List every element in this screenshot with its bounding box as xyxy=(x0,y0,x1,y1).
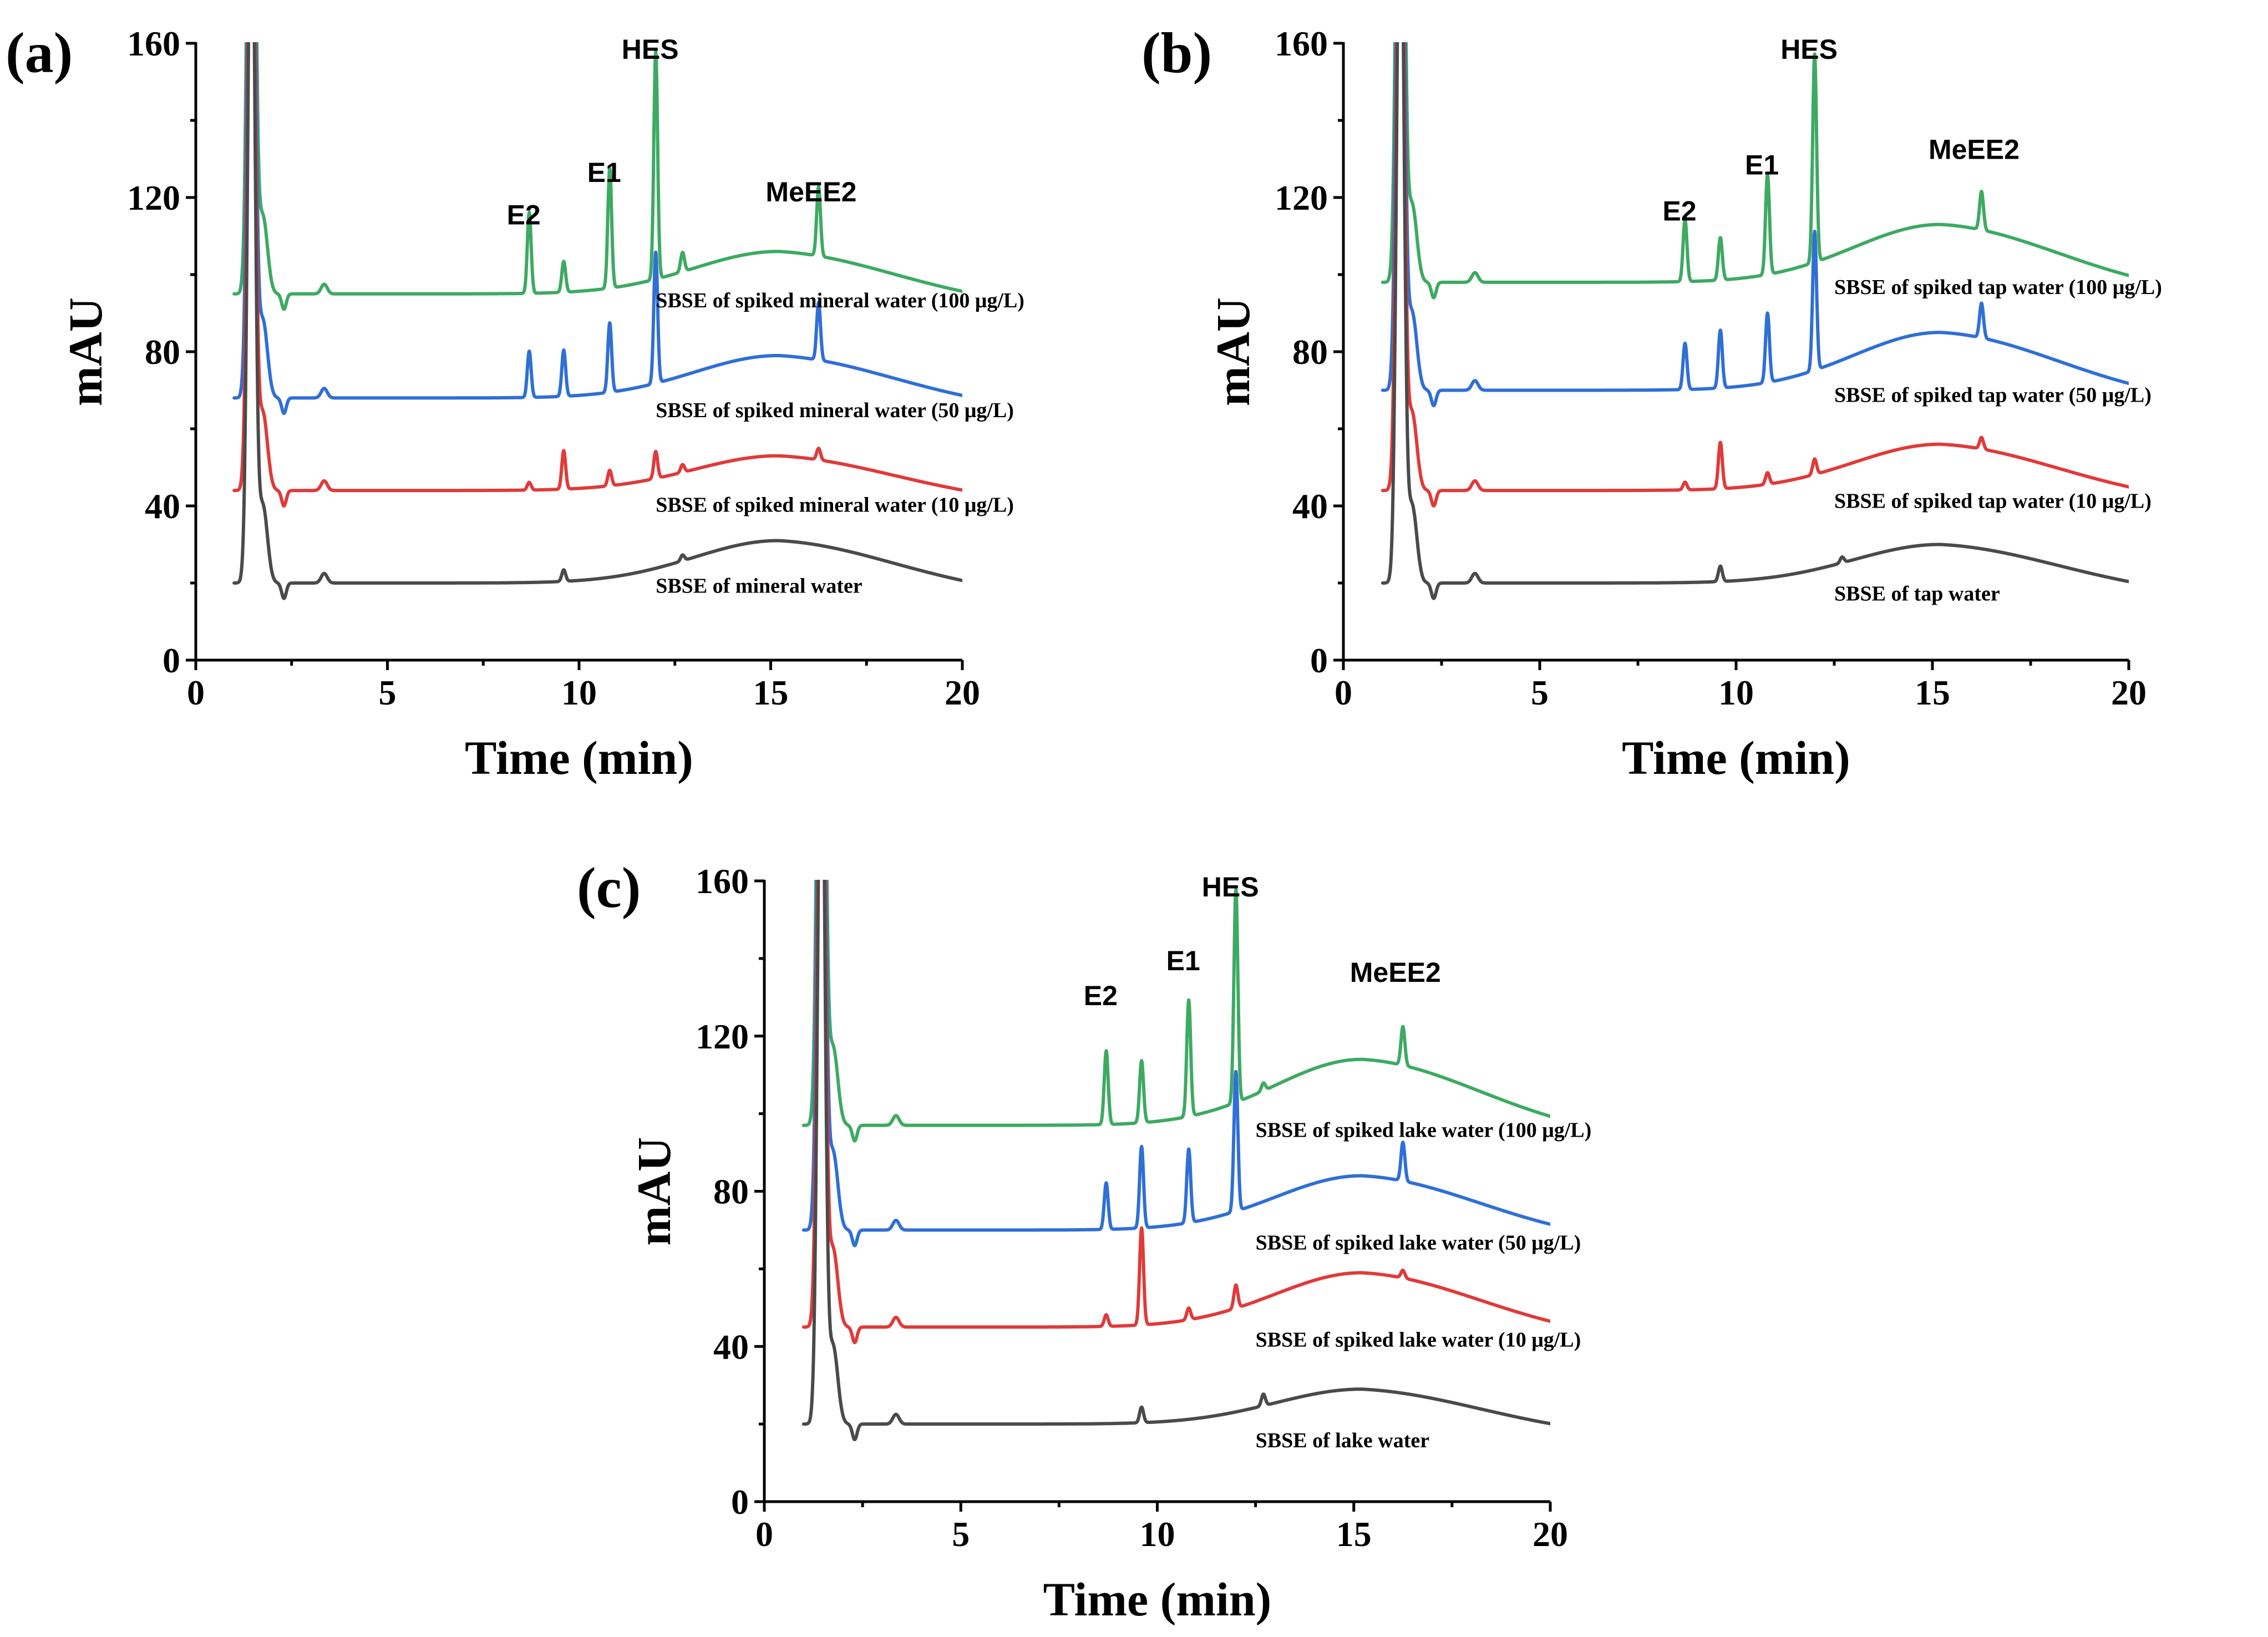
series-line-0 xyxy=(801,880,1550,1143)
panel-label: (b) xyxy=(1141,21,1212,85)
series-label: SBSE of spiked lake water (50 μg/L) xyxy=(1256,1231,1581,1254)
x-tick-label: 0 xyxy=(187,673,205,712)
x-tick-label: 15 xyxy=(1336,1514,1372,1554)
y-tick-label: 80 xyxy=(145,332,180,372)
x-tick-label: 10 xyxy=(1718,673,1754,712)
peak-label: E2 xyxy=(1084,980,1118,1011)
x-tick-label: 0 xyxy=(1335,673,1352,712)
series-label: SBSE of spiked mineral water (10 μg/L) xyxy=(656,493,1014,516)
y-tick-label: 0 xyxy=(731,1482,749,1522)
series-line-0 xyxy=(232,42,962,311)
series-label: SBSE of spiked mineral water (100 μg/L) xyxy=(656,289,1024,312)
y-tick-label: 160 xyxy=(696,861,749,901)
x-tick-label: 5 xyxy=(952,1514,970,1554)
series-label: SBSE of spiked mineral water (50 μg/L) xyxy=(656,399,1014,422)
x-tick-label: 10 xyxy=(1140,1514,1175,1554)
series-line-2 xyxy=(1381,42,2129,508)
x-tick-label: 10 xyxy=(561,673,597,712)
y-axis-title: mAU xyxy=(627,1137,681,1246)
series-label: SBSE of spiked tap water (10 μg/L) xyxy=(1834,489,2152,513)
y-tick-label: 120 xyxy=(127,178,180,217)
x-tick-label: 15 xyxy=(753,673,789,712)
y-tick-label: 0 xyxy=(163,641,180,680)
series-label: SBSE of spiked lake water (100 μg/L) xyxy=(1256,1119,1592,1142)
series-line-3 xyxy=(801,880,1550,1442)
x-tick-label: 5 xyxy=(379,673,397,712)
y-tick-label: 40 xyxy=(1292,486,1328,526)
chart-panel-a: 0 5 10 15 20 0 40 80 120 160 Time (min) mAU (a) E2 E1 H… xyxy=(6,21,1024,784)
y-tick-label: 40 xyxy=(145,486,180,526)
chart-panel-b: 0 5 10 15 20 0 40 80 120 160 Time (min) mAU (b) E2 E1 H… xyxy=(1141,21,2162,784)
y-tick-label: 80 xyxy=(713,1172,749,1212)
series-label: SBSE of lake water xyxy=(1256,1429,1430,1452)
peak-label: HES xyxy=(622,34,679,65)
y-tick-label: 120 xyxy=(696,1017,749,1056)
peak-label: E1 xyxy=(1166,945,1200,976)
y-tick-label: 80 xyxy=(1292,332,1328,372)
y-tick-label: 40 xyxy=(713,1327,749,1366)
x-tick-label: 0 xyxy=(755,1514,773,1554)
peak-label: MeEE2 xyxy=(765,176,856,207)
series-label: SBSE of spiked tap water (100 μg/L) xyxy=(1834,276,2162,299)
peak-label: E2 xyxy=(1662,196,1696,227)
peak-label: HES xyxy=(1780,34,1838,65)
peak-label: E1 xyxy=(1745,149,1779,180)
y-axis-title: mAU xyxy=(1206,297,1260,406)
panel-label: (c) xyxy=(577,856,641,920)
series-line-1 xyxy=(1381,42,2129,408)
chart-panel-c: 0 5 10 15 20 0 40 80 120 160 Time (min) mAU (c) E2 E1 H… xyxy=(577,856,1592,1626)
series-label: SBSE of tap water xyxy=(1834,582,2000,605)
peak-label: E1 xyxy=(587,157,621,188)
x-axis-title: Time (min) xyxy=(465,731,693,784)
panel-label: (a) xyxy=(6,21,73,85)
peak-label: HES xyxy=(1202,871,1259,903)
series-line-0 xyxy=(1381,42,2129,300)
series-label: SBSE of spiked lake water (10 μg/L) xyxy=(1256,1328,1581,1351)
y-tick-label: 160 xyxy=(1275,24,1328,63)
y-tick-label: 0 xyxy=(1310,641,1328,680)
peak-label: E2 xyxy=(507,200,541,231)
x-tick-label: 20 xyxy=(1533,1514,1568,1554)
x-axis-title: Time (min) xyxy=(1622,731,1850,784)
x-tick-label: 15 xyxy=(1915,673,1950,712)
peak-label: MeEE2 xyxy=(1929,134,2020,165)
series-line-1 xyxy=(801,880,1550,1248)
series-label: SBSE of mineral water xyxy=(656,574,862,597)
series-line-2 xyxy=(232,42,962,508)
series-line-2 xyxy=(801,880,1550,1345)
x-axis-title: Time (min) xyxy=(1043,1573,1272,1626)
series-line-3 xyxy=(232,42,962,600)
x-tick-label: 5 xyxy=(1531,673,1549,712)
y-axis-title: mAU xyxy=(59,297,112,406)
y-tick-label: 160 xyxy=(127,24,180,63)
series-label: SBSE of spiked tap water (50 μg/L) xyxy=(1834,383,2152,407)
y-tick-label: 120 xyxy=(1275,178,1328,217)
series-line-3 xyxy=(1381,42,2129,600)
series-line-1 xyxy=(232,42,962,415)
x-tick-label: 20 xyxy=(2111,673,2147,712)
peak-label: MeEE2 xyxy=(1350,957,1441,988)
x-tick-label: 20 xyxy=(945,673,980,712)
